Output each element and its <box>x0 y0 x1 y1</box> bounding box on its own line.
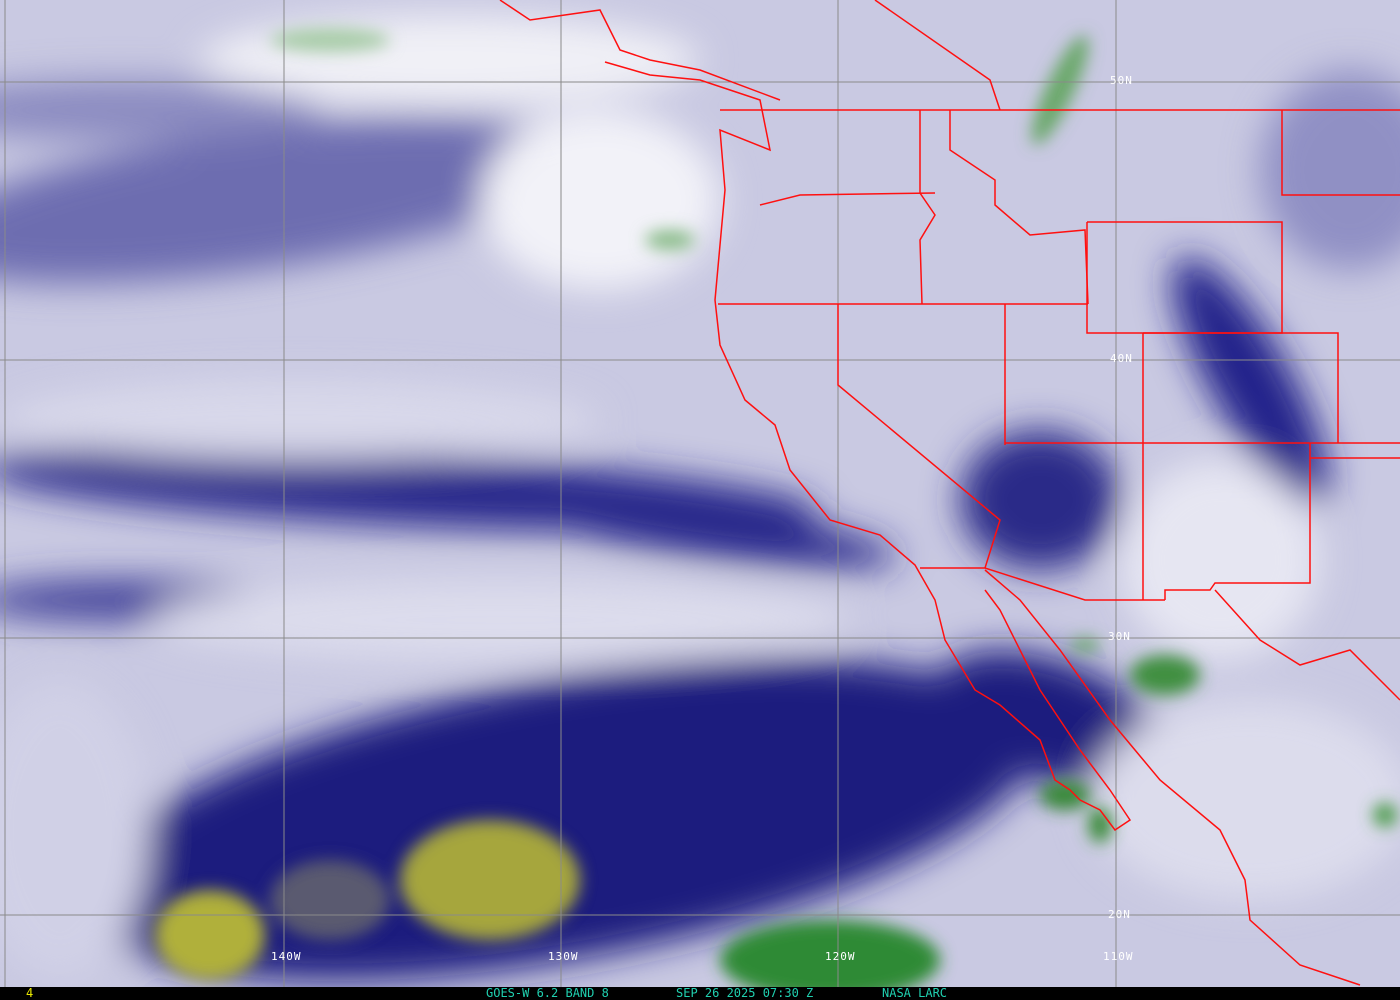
lat-label-30n: 30N <box>1108 630 1131 643</box>
bc-coast <box>499 0 781 101</box>
lon-label-130w: 130W <box>548 950 579 963</box>
nm-east-border <box>1164 443 1311 600</box>
lon-label-120w: 120W <box>825 950 856 963</box>
north-border <box>874 0 1001 111</box>
lat-label-40n: 40N <box>1110 352 1133 365</box>
lon-label-140w: 140W <box>271 950 302 963</box>
us-mexico-border <box>920 567 1165 601</box>
product-label: GOES-W 6.2 BAND 8 <box>486 986 609 1000</box>
source-label: NASA LARC <box>882 986 948 1000</box>
footer-bar: 4 GOES-W 6.2 BAND 8 SEP 26 2025 07:30 Z … <box>0 987 1400 1000</box>
moisture-field <box>0 15 1400 982</box>
lat-label-20n: 20N <box>1108 908 1131 921</box>
west-coast-coastline <box>604 61 1132 832</box>
idaho-border <box>949 110 1089 305</box>
frame-number: 4 <box>26 986 34 1000</box>
mexico-interior <box>1214 589 1400 701</box>
wa-or-border <box>759 192 936 206</box>
montana-sd <box>1281 110 1400 196</box>
mexico-mainland-coastline <box>984 569 1361 986</box>
lon-label-110w: 110W <box>1103 950 1134 963</box>
dry-air-regions <box>155 820 580 980</box>
or-id-border <box>919 110 936 305</box>
timestamp: SEP 26 2025 07:30 Z <box>676 986 814 1000</box>
colorado <box>1143 332 1339 443</box>
political-boundaries <box>499 0 1400 986</box>
cold-cloud-tops <box>270 28 1397 1000</box>
ca-nv-border <box>837 304 1001 569</box>
lat-label-50n: 50N <box>1110 74 1133 87</box>
